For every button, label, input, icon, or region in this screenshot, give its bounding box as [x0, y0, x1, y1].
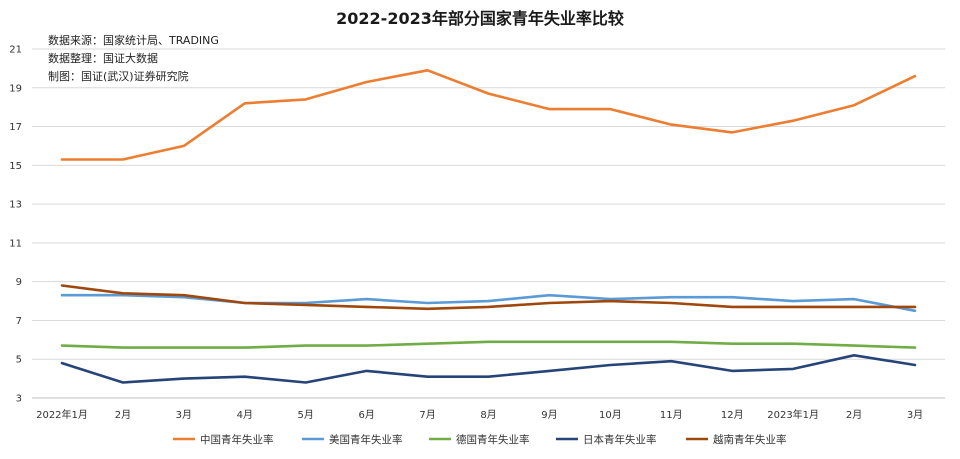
x-tick-label: 6月: [358, 409, 374, 421]
source-line-3: 制图：国证(武汉)证券研究院: [48, 69, 189, 83]
series-line: [60, 293, 917, 313]
legend-label: 中国青年失业率: [200, 433, 274, 446]
y-tick-label: 9: [16, 277, 22, 288]
y-tick-label: 19: [9, 83, 22, 94]
y-tick-label: 5: [16, 355, 22, 366]
y-tick-label: 21: [9, 45, 22, 56]
x-tick-label: 3月: [176, 409, 192, 421]
x-tick-label: 11月: [660, 409, 683, 421]
y-tick-label: 13: [9, 200, 22, 211]
x-tick-label: 2月: [846, 409, 862, 421]
x-tick-label: 12月: [721, 409, 744, 421]
series-lines: [60, 69, 917, 384]
y-tick-label: 17: [9, 122, 22, 133]
series-line: [60, 340, 917, 349]
y-tick-label: 7: [16, 316, 22, 327]
legend-label: 越南青年失业率: [713, 433, 787, 446]
chart-title: 2022-2023年部分国家青年失业率比较: [336, 9, 624, 28]
y-tick-label: 11: [9, 238, 22, 249]
x-tick-label: 4月: [237, 409, 253, 421]
source-line-1: 数据来源：国家统计局、TRADING: [48, 33, 219, 47]
x-tick-label: 2023年1月: [767, 408, 819, 421]
legend-label: 美国青年失业率: [329, 433, 403, 446]
series-line: [60, 353, 917, 384]
gridlines: [32, 48, 945, 399]
legend-label: 德国青年失业率: [456, 433, 530, 446]
x-tick-label: 8月: [480, 409, 496, 421]
x-tick-label: 9月: [541, 409, 557, 421]
x-tick-label: 7月: [419, 409, 435, 421]
y-axis-ticks: 3 5 7 9 11 13 15 17 19 21: [9, 45, 22, 405]
series-line: [60, 69, 917, 161]
source-line-2: 数据整理：国证大数据: [48, 51, 158, 65]
x-tick-label: 3月: [907, 409, 923, 421]
legend: 中国青年失业率 美国青年失业率 德国青年失业率 日本青年失业率 越南青年失业率: [173, 433, 787, 446]
y-tick-label: 3: [16, 394, 22, 405]
y-tick-label: 15: [9, 161, 22, 172]
x-tick-label: 2022年1月: [36, 408, 88, 421]
x-tick-label: 2月: [115, 409, 131, 421]
x-tick-label: 5月: [298, 409, 314, 421]
series-line: [60, 284, 917, 311]
legend-label: 日本青年失业率: [583, 433, 657, 446]
x-tick-label: 10月: [599, 409, 622, 421]
x-axis-ticks: 2022年1月 2月 3月 4月 5月 6月 7月 8月 9月 10月 11月 12月 2023年1月 2…: [36, 408, 923, 421]
